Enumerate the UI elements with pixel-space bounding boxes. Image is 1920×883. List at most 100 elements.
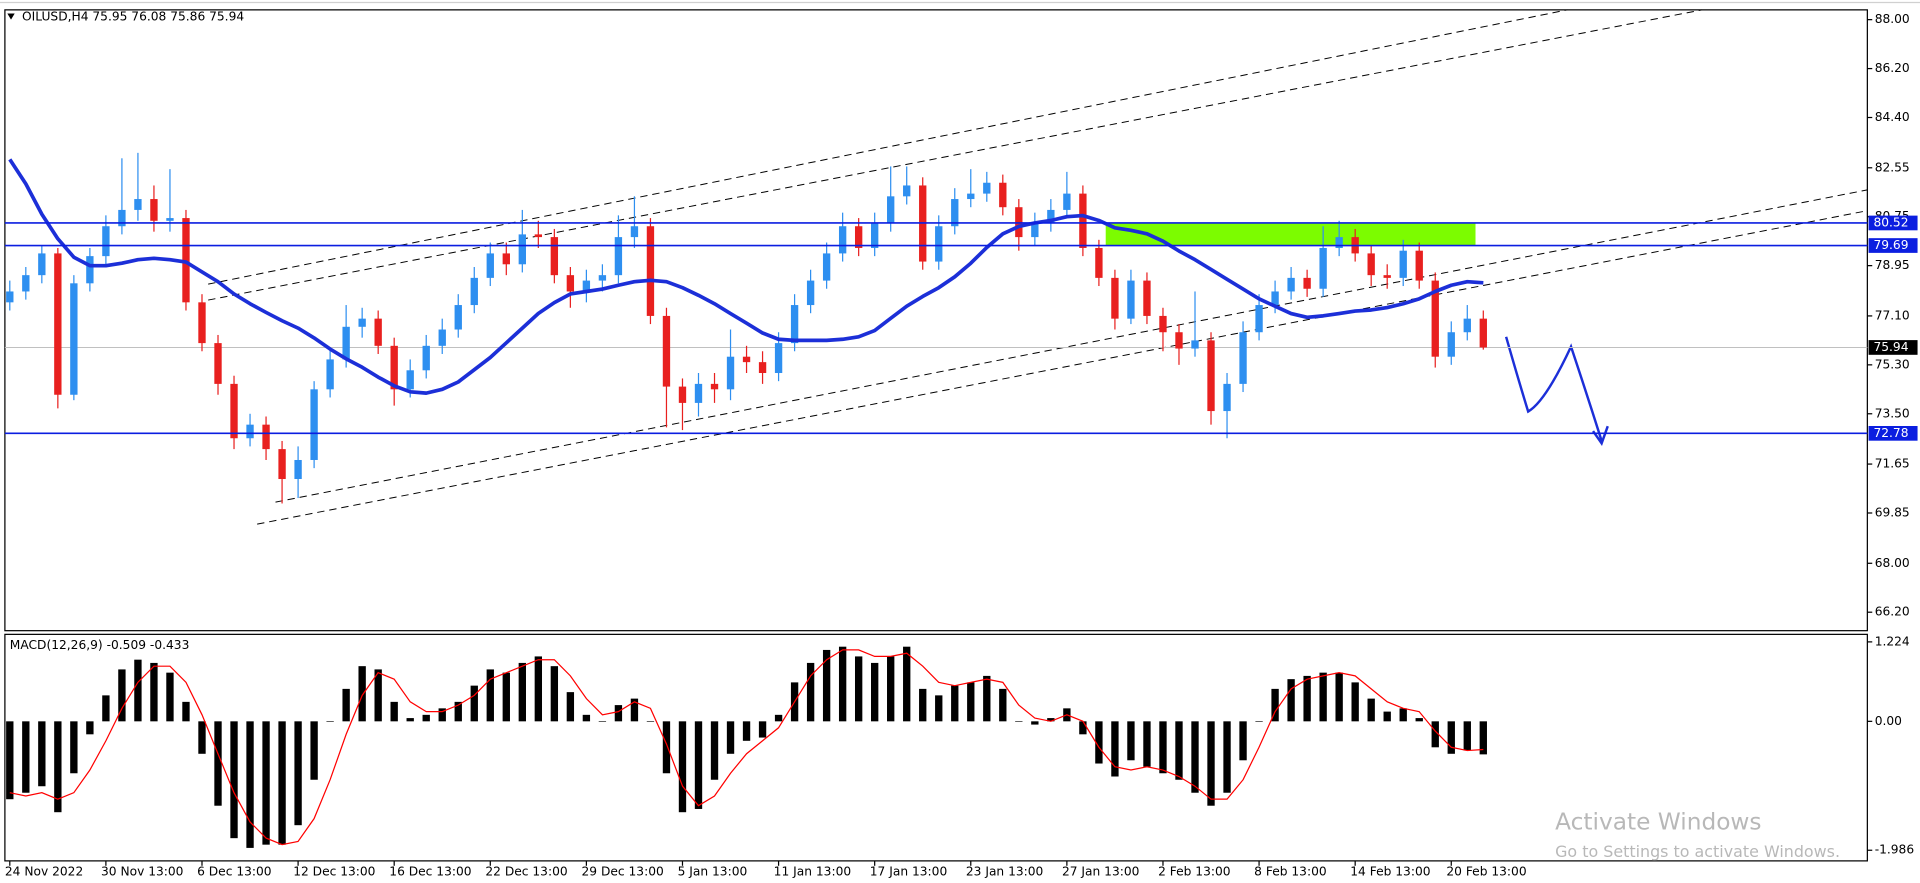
candle-body	[262, 424, 270, 450]
macd-bar	[1271, 688, 1279, 722]
macd-bar	[1047, 718, 1055, 722]
candle-body	[614, 237, 623, 276]
macd-bar	[726, 721, 735, 754]
macd-bar	[742, 721, 751, 741]
macd-bar	[502, 672, 510, 722]
candle-body	[6, 291, 14, 303]
candle-body	[1479, 318, 1487, 348]
macd-bar	[1175, 721, 1183, 780]
macd-bar	[1383, 711, 1391, 722]
macd-bar	[838, 646, 847, 722]
candle-body	[422, 345, 430, 371]
x-tick-label: 24 Nov 2022	[5, 864, 83, 878]
macd-bar	[134, 659, 142, 722]
x-tick-label: 11 Jan 13:00	[774, 864, 851, 878]
macd-bar	[326, 721, 334, 722]
candle-body	[390, 345, 398, 390]
macd-bar	[422, 714, 430, 722]
macd-bar	[390, 701, 398, 722]
candle-body	[806, 280, 815, 306]
channel-line	[257, 210, 1868, 525]
x-tick-label: 2 Feb 13:00	[1158, 864, 1230, 878]
candle-body	[854, 226, 863, 248]
y-tick-label: 68.00	[1875, 556, 1910, 570]
macd-bar	[518, 662, 526, 722]
macd-bar	[582, 714, 591, 722]
macd-bar	[1399, 708, 1407, 722]
candle-body	[951, 199, 959, 227]
x-tick-label: 29 Dec 13:00	[581, 864, 663, 878]
macd-bar	[1223, 721, 1231, 793]
y-tick-label: 69.85	[1875, 505, 1910, 519]
level-label-bg	[1868, 426, 1918, 441]
macd-bar	[983, 675, 991, 722]
x-tick-label: 27 Jan 13:00	[1062, 864, 1139, 878]
macd-bar	[1479, 721, 1487, 755]
macd-bar	[951, 685, 959, 722]
candle-body	[358, 318, 366, 327]
candle-body	[166, 218, 174, 221]
macd-bar	[1031, 721, 1039, 725]
candle-body	[1191, 340, 1199, 349]
candle-body	[1015, 207, 1023, 238]
macd-bar	[454, 701, 462, 722]
macd-bar	[630, 698, 639, 722]
candle-body	[102, 226, 110, 257]
watermark-subtitle: Go to Settings to activate Windows.	[1555, 842, 1840, 861]
macd-bar	[438, 708, 446, 722]
y-tick-label: -1.986	[1875, 843, 1915, 857]
candle-body	[694, 383, 703, 403]
candle-body	[1143, 280, 1151, 316]
supply-zone	[1105, 222, 1476, 246]
macd-bar	[1095, 721, 1103, 764]
macd-bar	[358, 666, 366, 722]
candle-body	[502, 253, 510, 265]
x-tick-label: 22 Dec 13:00	[485, 864, 567, 878]
candle-body	[822, 253, 831, 281]
candle-body	[1175, 332, 1183, 349]
x-tick-label: 8 Feb 13:00	[1254, 864, 1326, 878]
macd-bar	[999, 688, 1007, 722]
macd-bar	[310, 721, 318, 780]
candle-body	[22, 275, 30, 292]
candle-body	[742, 356, 751, 363]
candle-body	[1431, 280, 1439, 357]
macd-bar	[967, 682, 975, 722]
candle-body	[1271, 291, 1279, 306]
candle-body	[1079, 193, 1087, 248]
macd-bar	[1255, 721, 1263, 722]
candle-body	[1159, 315, 1167, 333]
candle-body	[871, 223, 879, 248]
candle-body	[758, 362, 767, 374]
candle-body	[582, 280, 591, 292]
macd-bar	[246, 721, 254, 848]
candle-body	[710, 383, 719, 390]
candle-body	[374, 318, 382, 346]
candle-body	[310, 389, 318, 460]
candle-body	[1447, 332, 1455, 357]
macd-bar	[342, 688, 350, 722]
candle-body	[134, 199, 142, 210]
candle-body	[1063, 193, 1071, 210]
channel-lines	[208, 9, 1868, 525]
x-tick-label: 30 Nov 13:00	[101, 864, 183, 878]
candle-body	[86, 256, 94, 284]
candle-body	[1047, 209, 1055, 224]
candle-body	[1287, 277, 1295, 292]
macd-bar	[182, 701, 190, 722]
macd-bar	[118, 669, 126, 722]
candle-body	[1415, 250, 1423, 281]
macd-bar	[1159, 721, 1167, 774]
y-tick-label: 73.50	[1875, 406, 1910, 420]
x-tick-label: 20 Feb 13:00	[1446, 864, 1526, 878]
macd-title: MACD(12,26,9) -0.509 -0.433	[10, 638, 190, 652]
macd-bar	[854, 656, 863, 722]
macd-bar	[534, 656, 543, 722]
candle-body	[1319, 247, 1327, 289]
price-label-bg	[1868, 340, 1918, 355]
candle-body	[54, 253, 62, 395]
candle-body	[983, 182, 991, 194]
candle-body	[1367, 253, 1375, 276]
candle-body	[182, 218, 190, 303]
